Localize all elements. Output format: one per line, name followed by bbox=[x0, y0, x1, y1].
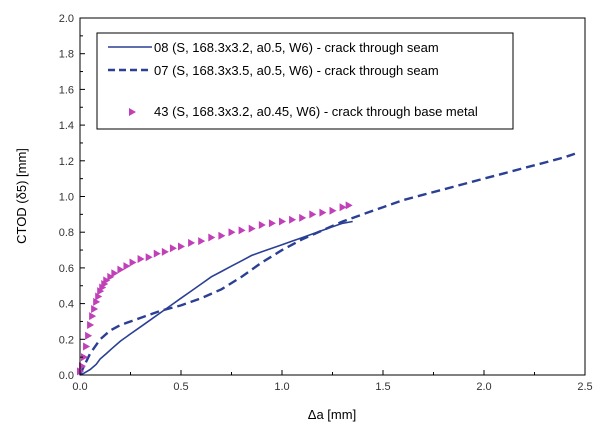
x-tick-label: 2.5 bbox=[577, 381, 592, 393]
legend-frame bbox=[96, 32, 514, 130]
series-3-point bbox=[81, 353, 89, 362]
series-2-line bbox=[78, 152, 576, 376]
series-3-point bbox=[95, 292, 103, 301]
legend-swatch-triangle bbox=[129, 108, 136, 116]
series-3-point bbox=[103, 276, 111, 285]
series-3-point bbox=[279, 217, 286, 226]
series-3-point bbox=[228, 228, 236, 237]
y-tick-label: 0.2 bbox=[59, 334, 74, 346]
series-3-point bbox=[137, 254, 145, 263]
series-3-point bbox=[153, 249, 161, 258]
series-3-point bbox=[161, 247, 169, 256]
series-3-point bbox=[178, 242, 185, 251]
x-axis-ticks: 0.0 0.5 1.0 1.5 2.0 2.5 bbox=[72, 370, 593, 393]
series-3-point bbox=[107, 272, 115, 281]
series-3-point bbox=[99, 283, 107, 292]
series-3-point bbox=[101, 279, 109, 288]
series-3-point bbox=[268, 219, 276, 228]
series-3-point bbox=[79, 362, 87, 371]
y-tick-label: 2.0 bbox=[59, 13, 74, 25]
legend-label-series-1: 08 (S, 168.3x3.2, a0.5, W6) - crack thro… bbox=[154, 40, 439, 55]
series-3-point bbox=[89, 312, 97, 321]
series-3-point bbox=[145, 253, 153, 262]
x-tick-label: 1.0 bbox=[274, 381, 289, 393]
y-tick-label: 1.2 bbox=[59, 156, 74, 168]
series-3-point bbox=[289, 215, 297, 224]
x-tick-label: 1.5 bbox=[375, 381, 390, 393]
series-3-point bbox=[345, 201, 353, 210]
legend-label-series-2: 07 (S, 168.3x3.5, a0.5, W6) - crack thro… bbox=[154, 63, 439, 78]
y-tick-label: 0.6 bbox=[59, 263, 74, 275]
series-3-point bbox=[339, 203, 347, 212]
x-tick-label: 2.0 bbox=[476, 381, 491, 393]
series-3-point bbox=[97, 287, 105, 296]
series-3-point bbox=[117, 265, 125, 274]
x-tick-label: 0.5 bbox=[173, 381, 188, 393]
legend: 08 (S, 168.3x3.2, a0.5, W6) - crack thro… bbox=[96, 32, 514, 130]
series-3-point bbox=[91, 304, 99, 313]
series-3-point bbox=[123, 262, 131, 271]
series-3-point bbox=[309, 210, 317, 219]
series-3-point bbox=[129, 258, 137, 267]
series-3-point bbox=[188, 238, 196, 247]
x-axis-label: Δa [mm] bbox=[308, 407, 356, 422]
series-3-point bbox=[299, 213, 307, 222]
series-3-point bbox=[218, 231, 226, 240]
y-tick-label: 1.0 bbox=[59, 192, 74, 204]
series-3-point bbox=[258, 221, 266, 230]
series-3-point bbox=[93, 297, 101, 306]
series-3-point bbox=[85, 331, 93, 340]
series-3-point bbox=[329, 206, 337, 215]
series-3-point bbox=[87, 321, 95, 330]
y-tick-label: 0.4 bbox=[59, 299, 74, 311]
y-tick-label: 1.4 bbox=[59, 120, 74, 132]
series-3-point bbox=[198, 237, 206, 246]
series-3-point bbox=[83, 342, 91, 351]
series-3-point bbox=[319, 208, 327, 217]
y-axis-ticks: 0.0 0.2 0.4 0.6 0.8 1.0 1.2 1.4 1.6 1.8 2.0 bbox=[59, 13, 85, 382]
y-tick-label: 0.8 bbox=[59, 227, 74, 239]
x-tick-label: 0.0 bbox=[72, 381, 87, 393]
series-1-line bbox=[79, 220, 353, 376]
y-tick-label: 1.8 bbox=[59, 49, 74, 61]
series-3-point bbox=[238, 226, 246, 235]
series-3-point bbox=[111, 269, 119, 278]
y-axis-label: CTOD (δ5) [mm] bbox=[14, 148, 29, 244]
y-tick-label: 1.6 bbox=[59, 84, 74, 96]
series-3-point bbox=[169, 244, 177, 253]
legend-label-series-3: 43 (S, 168.3x3.2, a0.45, W6) - crack thr… bbox=[154, 104, 478, 119]
y-tick-label: 0.0 bbox=[59, 370, 74, 382]
series-3-point bbox=[248, 224, 256, 233]
series-3-point bbox=[208, 233, 216, 242]
